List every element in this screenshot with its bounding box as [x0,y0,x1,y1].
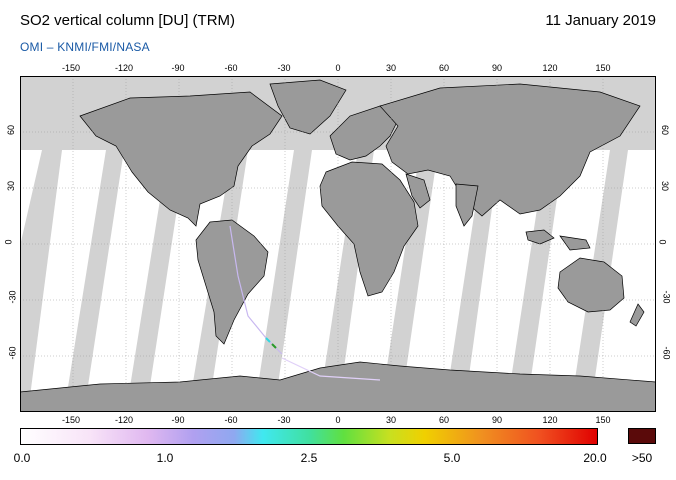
lon-tick-top: -120 [114,63,134,73]
lon-tick-top: 150 [595,63,611,73]
so2-signal-trace [229,225,381,381]
lon-tick-bottom: -90 [171,415,185,425]
lat-tick-left: 0 [3,239,14,245]
lon-tick-top: 60 [438,63,450,73]
map-frame [20,76,656,412]
colorbar-label: 0.0 [13,451,31,465]
lon-tick-top: -90 [171,63,185,73]
colorbar-label: 1.0 [156,451,174,465]
map-title: SO2 vertical column [DU] (TRM) [20,12,236,29]
lon-tick-top: 120 [542,63,558,73]
lon-tick-top: 30 [385,63,397,73]
lat-tick-right: 0 [657,239,668,245]
lon-tick-bottom: 90 [491,415,503,425]
lat-tick-right: -30 [661,290,672,304]
lon-tick-top: -30 [277,63,291,73]
lon-tick-bottom: -120 [114,415,134,425]
lat-tick-right: 60 [660,124,671,136]
colorbar-over-swatch [628,428,656,444]
lon-tick-bottom: 30 [385,415,397,425]
colorbar [20,428,598,445]
land-masses [20,79,656,412]
map-date: 11 January 2019 [545,12,656,29]
colorbar-label: 2.5 [300,451,318,465]
colorbar-label: 5.0 [443,451,461,465]
lon-tick-top: -60 [224,63,238,73]
lat-tick-right: 30 [660,180,671,192]
lat-tick-left: -60 [7,346,18,360]
lat-tick-left: -30 [7,290,18,304]
lat-tick-left: 30 [6,180,17,192]
orbit-gaps [20,150,628,412]
lon-tick-top: -150 [61,63,81,73]
colorbar-over-label: >50 [631,451,653,465]
lon-tick-bottom: 120 [542,415,558,425]
lon-tick-bottom: 60 [438,415,450,425]
map-credit: OMI – KNMI/FMI/NASA [20,40,150,54]
lon-tick-bottom: -60 [224,415,238,425]
lon-tick-top: 90 [491,63,503,73]
so2-world-map [20,76,656,412]
colorbar-label: 20.0 [583,451,607,465]
lon-tick-bottom: 0 [335,415,341,425]
lon-tick-bottom: -30 [277,415,291,425]
lat-tick-right: -60 [661,346,672,360]
graticule [20,76,656,412]
lon-tick-bottom: -150 [61,415,81,425]
lat-tick-left: 60 [6,124,17,136]
lon-tick-top: 0 [335,63,341,73]
lon-tick-bottom: 150 [595,415,611,425]
colorbar-gradient [20,428,598,445]
